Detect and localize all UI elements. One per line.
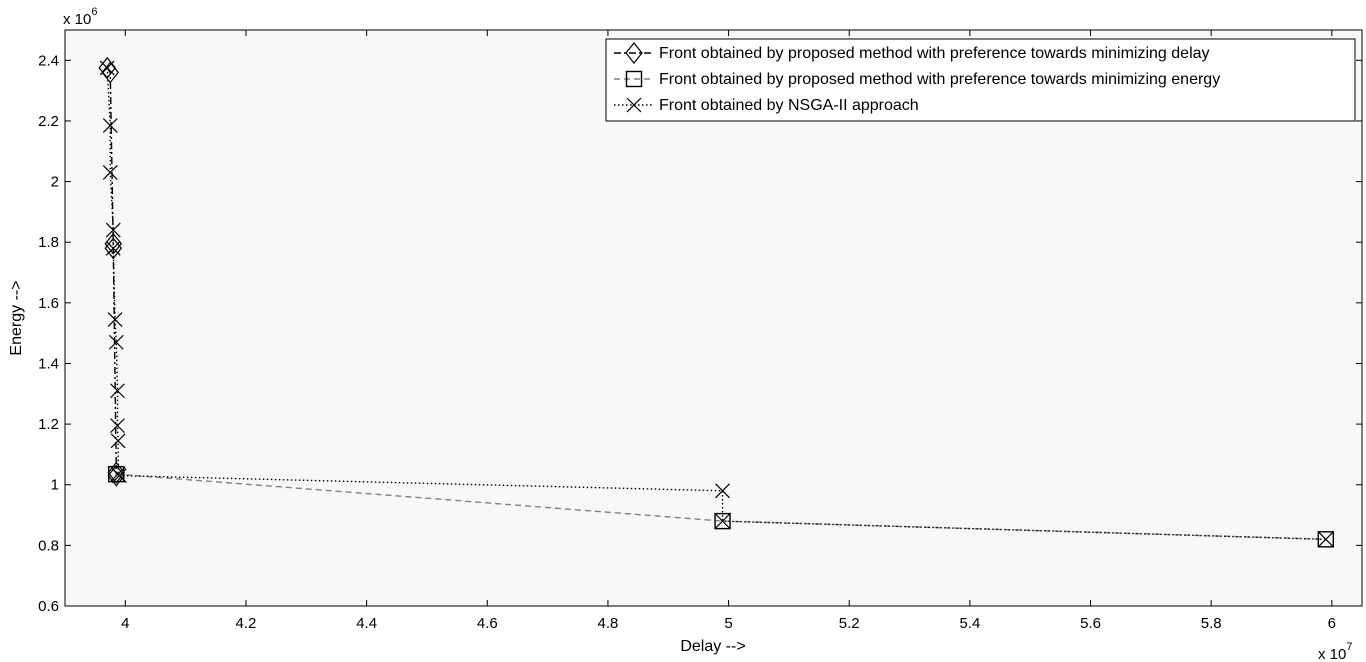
series-3-marker (110, 383, 125, 399)
series-2-marker (714, 512, 731, 530)
x-tick-label: 4.8 (598, 615, 619, 632)
series-1-marker (107, 464, 126, 487)
series-3-marker (107, 312, 123, 327)
x-tick-label: 5.2 (839, 615, 860, 632)
series-1-marker (104, 237, 123, 260)
x-tick-label: 4.2 (236, 615, 257, 632)
x-exponent-power: 7 (1346, 641, 1352, 653)
y-tick-label: 2.4 (38, 52, 59, 69)
legend-label: Front obtained by proposed method with p… (659, 71, 1220, 88)
legend-marker (625, 42, 643, 64)
series-2-marker (1317, 531, 1335, 548)
x-axis-exponent: x 107 (1318, 641, 1352, 662)
series-3-marker (110, 418, 125, 434)
series-3-marker (105, 240, 121, 256)
series-layer (98, 56, 1335, 548)
legend: Front obtained by proposed method with p… (605, 38, 1356, 122)
series-1-marker (104, 232, 123, 255)
y-tick-label: 1 (51, 477, 59, 494)
series-1-marker (107, 461, 126, 484)
legend-box (605, 38, 1356, 122)
y-tick-label: 1.2 (38, 416, 59, 433)
series-3-marker (111, 468, 127, 484)
series-3-marker (715, 483, 730, 499)
y-tick-label: 1.8 (38, 234, 59, 251)
y-tick-label: 2.2 (38, 113, 59, 130)
series-2-marker (108, 465, 125, 483)
axes-frame (64, 29, 1363, 607)
x-tick-label: 6 (1328, 615, 1336, 632)
legend-label: Front obtained by NSGA-II approach (659, 97, 919, 114)
ticks-layer: 4 4.2 4.4 4.6 4.8 5 5.2 5.4 5.6 5.8 6 0.6 0.8 1 1.2 1.4… (38, 30, 1362, 632)
series-3-marker (99, 60, 115, 76)
y-axis-exponent: x 106 (63, 6, 97, 28)
series-3-marker (102, 165, 118, 180)
x-tick-label: 5.8 (1201, 615, 1222, 632)
legend-item-2: Front obtained by proposed method with p… (614, 70, 1220, 88)
series-3-marker (110, 433, 126, 449)
x-tick-label: 5 (724, 615, 732, 632)
series-3-marker (715, 513, 730, 529)
y-tick-label: 1.6 (38, 295, 59, 312)
x-exponent-base: x 10 (1318, 646, 1346, 662)
axes-background (65, 30, 1362, 606)
series-3-marker (108, 334, 124, 350)
y-axis-label: Energy --> (8, 280, 25, 355)
x-tick-label: 4.4 (356, 615, 377, 632)
legend-items: Front obtained by proposed method with p… (614, 42, 1220, 114)
y-tick-label: 1.4 (38, 355, 59, 372)
legend-item-3: Front obtained by NSGA-II approach (614, 97, 919, 114)
series-3-marker (1318, 531, 1334, 547)
legend-label: Front obtained by proposed method with p… (659, 45, 1210, 62)
x-tick-label: 5.4 (959, 615, 980, 632)
legend-item-1: Front obtained by proposed method with p… (614, 42, 1210, 64)
x-axis-label: Delay --> (680, 638, 745, 655)
series-1-marker (101, 61, 120, 84)
y-exponent-power: 6 (91, 6, 97, 18)
series-3-marker (102, 118, 118, 133)
legend-marker (625, 70, 643, 88)
x-tick-label: 4.6 (477, 615, 498, 632)
x-tick-label: 5.6 (1080, 615, 1101, 632)
y-tick-label: 2 (51, 174, 59, 191)
legend-marker (626, 97, 642, 113)
y-tick-label: 0.8 (38, 537, 59, 554)
series-3-marker (105, 222, 121, 238)
x-tick-label: 4 (121, 615, 129, 632)
y-exponent-base: x 10 (63, 11, 91, 28)
series-3 (99, 60, 1334, 547)
y-tick-label: 0.6 (38, 598, 59, 615)
